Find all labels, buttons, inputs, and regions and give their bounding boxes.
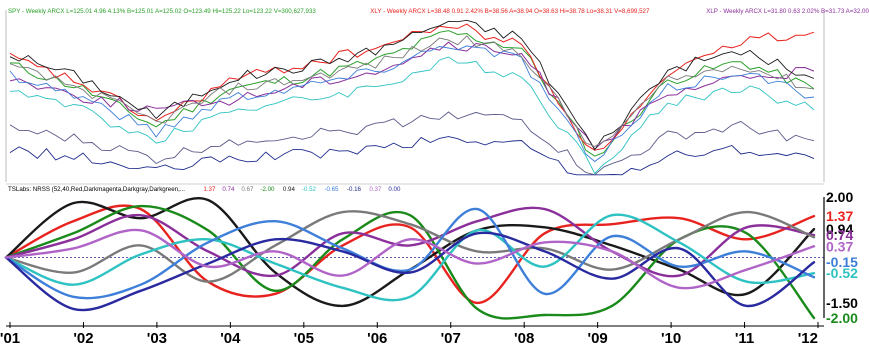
osc-legend-value-3: -2.00 bbox=[260, 186, 275, 193]
osc-legend-value-1: 0.74 bbox=[222, 186, 235, 193]
osc-axis-label-5: -0.15 bbox=[826, 254, 858, 270]
price-line-spy bbox=[9, 30, 815, 157]
x-tick-label-9: '10 bbox=[661, 330, 681, 347]
osc-legend-value-2: 0.67 bbox=[241, 186, 254, 193]
x-tick-label-3: '04 bbox=[220, 330, 241, 347]
price-panel: SPY - Weekly ARCX L=125.01 4.96 4.13% B=… bbox=[5, 8, 869, 185]
osc-axis-label-2: 0.94 bbox=[826, 221, 853, 237]
osc-legend-value-6: -0.65 bbox=[324, 186, 339, 193]
osc-line-7 bbox=[4, 231, 816, 312]
osc-legend-value-8: 0.37 bbox=[369, 186, 382, 193]
osc-legend-label: TSLabs: NRSS (52,40,Red,Darkmagenta,Dark… bbox=[8, 186, 185, 193]
osc-line-4 bbox=[4, 210, 816, 283]
osc-line-0 bbox=[4, 204, 816, 305]
price-line-extra-5 bbox=[9, 111, 815, 176]
osc-axis-label-3: 0.74 bbox=[826, 227, 853, 243]
x-tick-label-4: '05 bbox=[294, 330, 314, 347]
osc-legend-value-4: 0.94 bbox=[283, 186, 296, 193]
osc-axis-label-1: 1.37 bbox=[826, 208, 853, 224]
price-line-extra-3 bbox=[9, 35, 815, 147]
x-tick-label-2: '03 bbox=[147, 330, 167, 347]
x-tick-label-11: '12 bbox=[798, 330, 818, 347]
price-line-extra-1 bbox=[9, 45, 815, 163]
oscillator-panel: TSLabs: NRSS (52,40,Red,Darkmagenta,Dark… bbox=[4, 186, 858, 326]
x-tick-label-8: '09 bbox=[588, 330, 608, 347]
price-header-2: XLP - Weekly ARCX L=31.80 0.63 2.02% B=3… bbox=[706, 8, 869, 15]
x-tick-label-0: '01 bbox=[0, 330, 20, 347]
osc-line-2 bbox=[4, 204, 816, 320]
price-line-extra-0 bbox=[9, 19, 815, 151]
osc-legend-value-5: -0.52 bbox=[302, 186, 317, 193]
osc-axis-label-6: -0.52 bbox=[826, 265, 858, 281]
osc-line-3 bbox=[4, 206, 816, 278]
x-tick-label-7: '08 bbox=[514, 330, 534, 347]
x-axis: '01 '02 '03 '04 '05 '06 '07 '08 '09 '10 '11 '12 bbox=[0, 322, 824, 347]
osc-legend-value-7: -0.16 bbox=[347, 186, 362, 193]
osc-axis-label-0: 2.00 bbox=[826, 189, 853, 205]
osc-axis-label-7: -1.50 bbox=[826, 295, 858, 311]
osc-legend-value-0: 1.37 bbox=[203, 186, 216, 193]
osc-line-5 bbox=[4, 213, 816, 302]
price-header-1: XLY - Weekly ARCX L=38.48 0.91 2.42% B=3… bbox=[370, 8, 650, 15]
x-tick-label-5: '06 bbox=[367, 330, 387, 347]
price-line-extra-2 bbox=[9, 136, 815, 176]
osc-line-8 bbox=[4, 228, 816, 290]
x-tick-label-6: '07 bbox=[441, 330, 461, 347]
osc-line-6 bbox=[4, 207, 816, 300]
price-line-extra-4 bbox=[9, 56, 815, 175]
osc-legend-value-9: 0.00 bbox=[388, 186, 401, 193]
price-header-0: SPY - Weekly ARCX L=125.01 4.96 4.13% B=… bbox=[8, 8, 316, 15]
osc-axis-label-8: -2.00 bbox=[826, 310, 858, 326]
x-tick-label-10: '11 bbox=[735, 330, 754, 347]
x-tick-label-1: '02 bbox=[73, 330, 93, 347]
osc-axis-label-4: 0.37 bbox=[826, 238, 853, 254]
